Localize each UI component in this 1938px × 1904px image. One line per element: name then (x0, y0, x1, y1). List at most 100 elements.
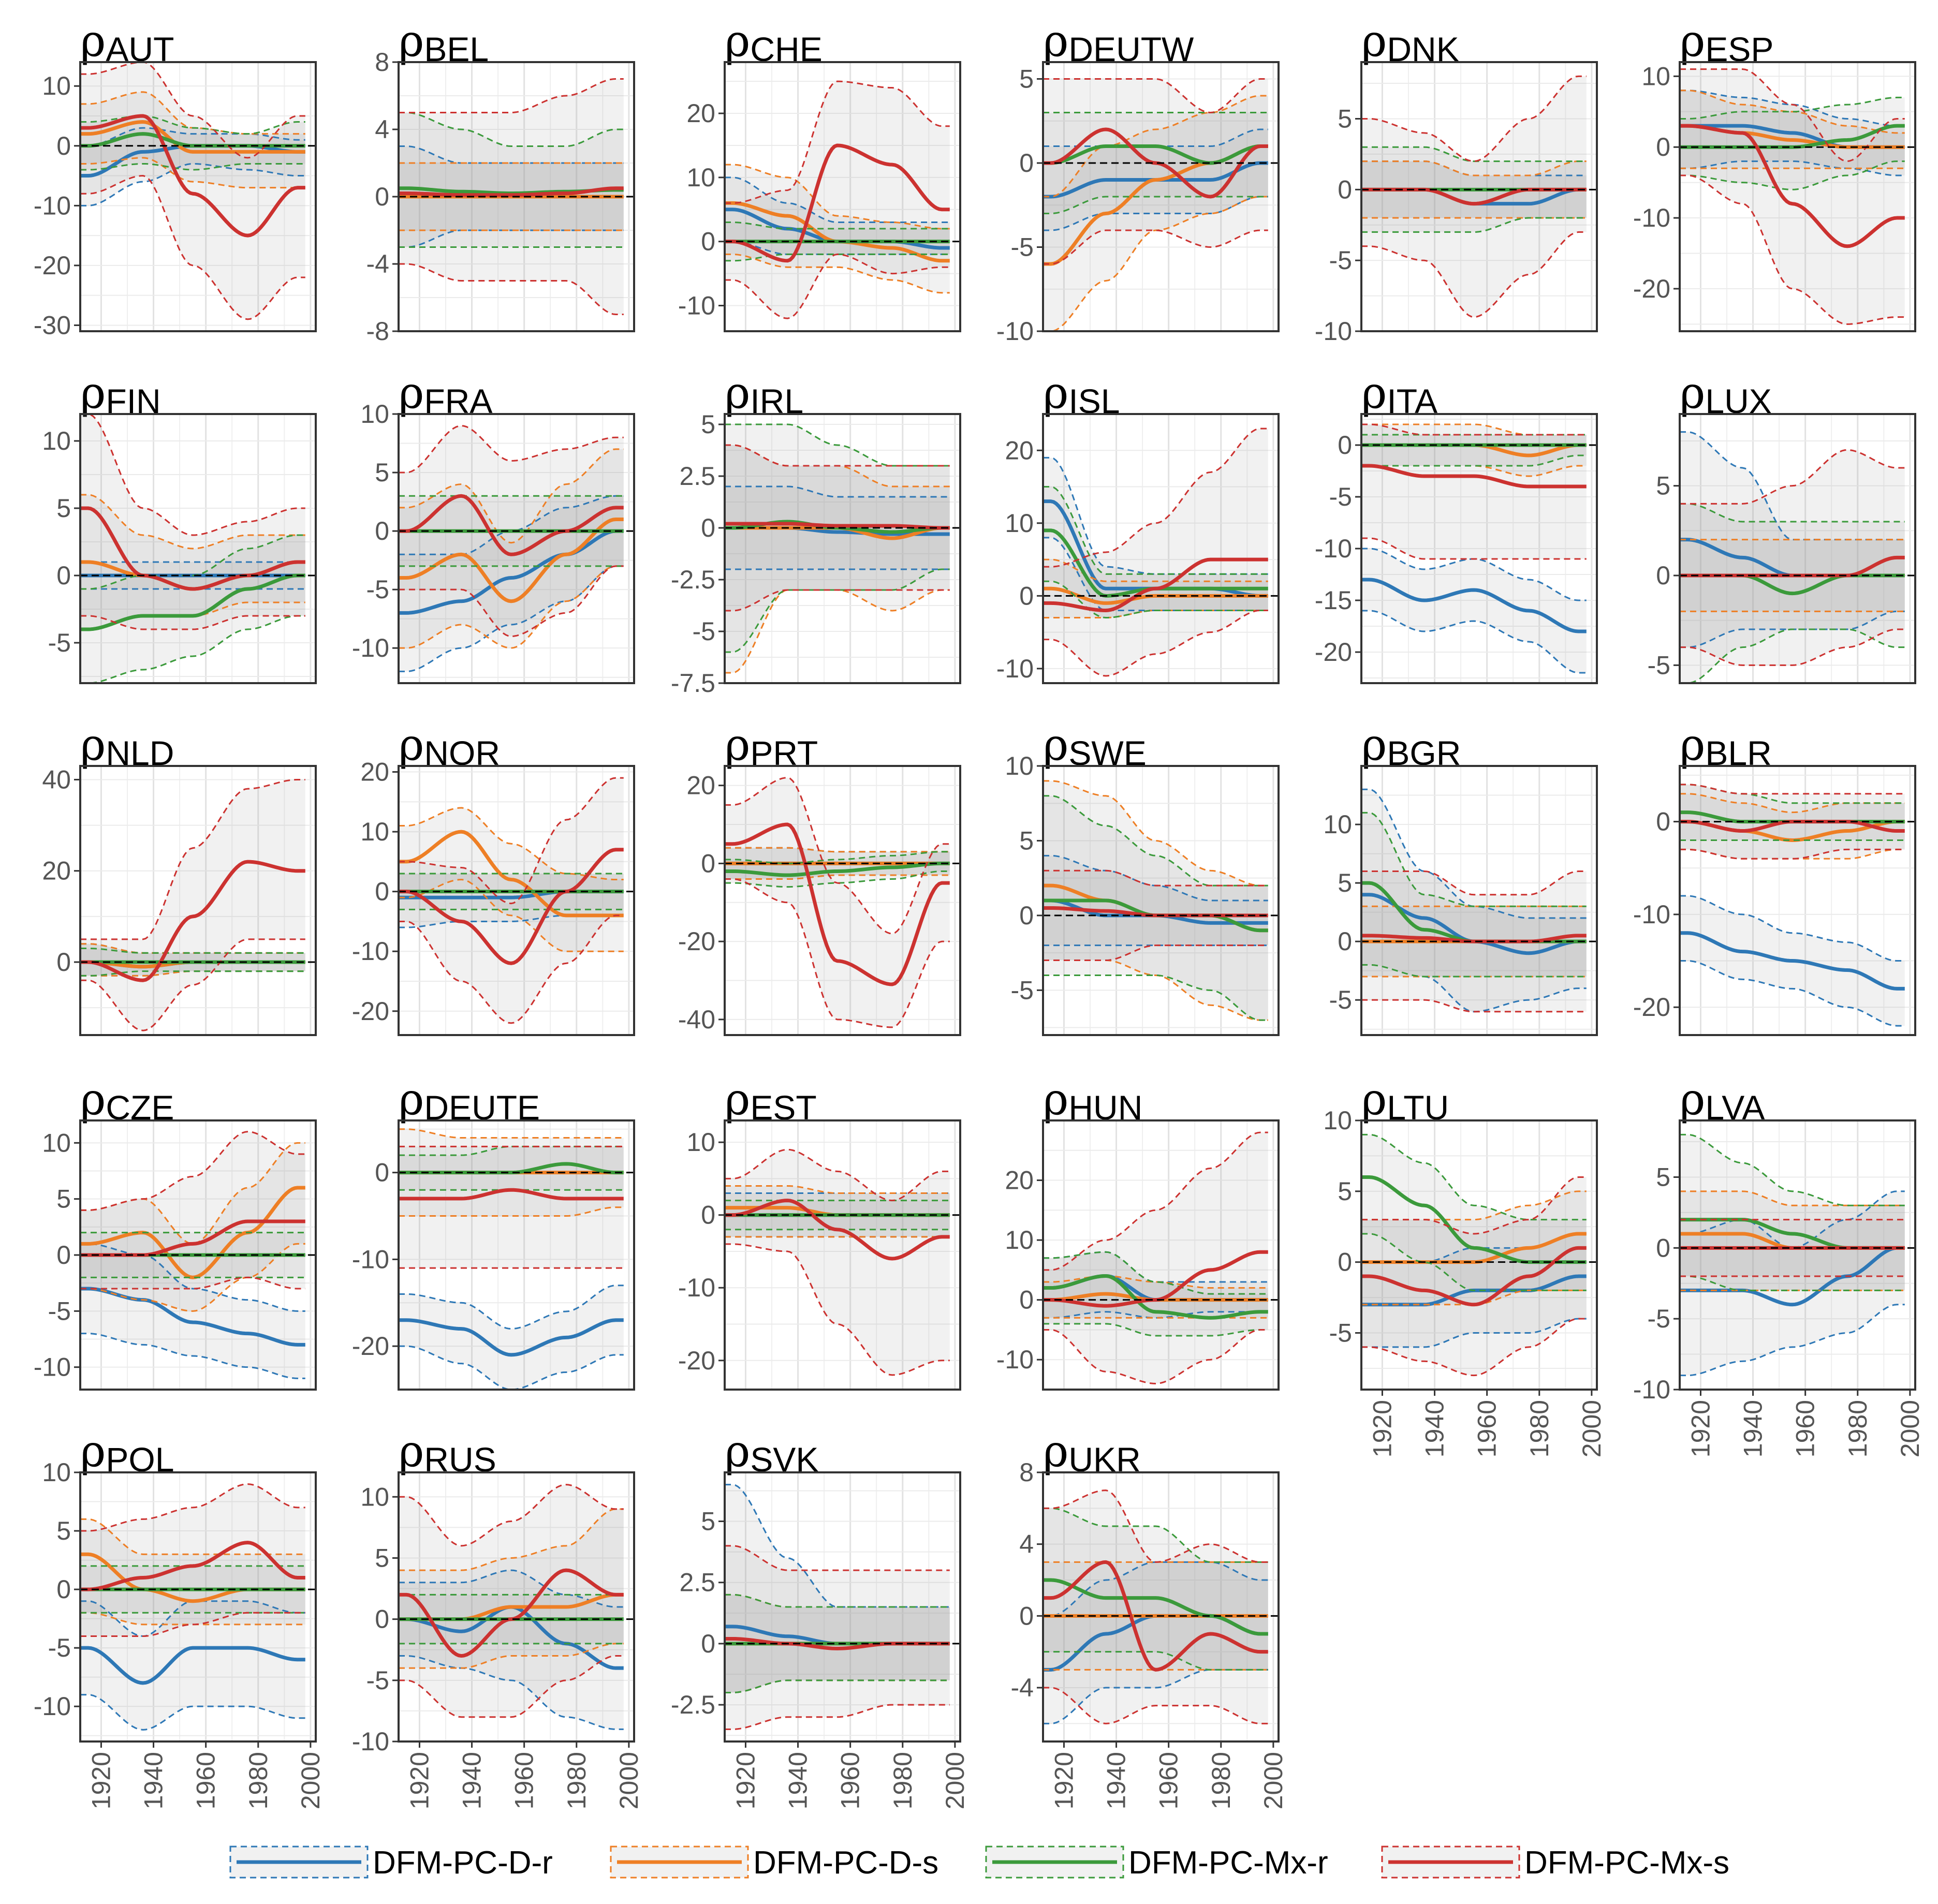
panel-fra: ρFRA 10 5 0 -5 -10 (352, 367, 635, 684)
y-tick-label: -15 (1315, 586, 1352, 615)
median-line-dfm-pc-d-r (399, 529, 624, 615)
y-tick-label: 10 (42, 1128, 71, 1157)
y-tick-label: 5 (375, 458, 389, 487)
median-line-dfm-pc-d-r (1680, 1246, 1905, 1307)
upper-bound-dfm-pc-mx-r (399, 112, 624, 147)
y-tick-label: -2.5 (671, 565, 715, 594)
y-tick-label: 10 (360, 1482, 389, 1511)
panel-esp: ρESP 10 0 -10 -20 (1633, 16, 1916, 332)
gridlines (725, 1472, 960, 1741)
y-tick-label: 10 (686, 163, 715, 192)
median-line-dfm-pc-mx-s (80, 114, 305, 238)
lower-bound-dfm-pc-mx-r (1361, 964, 1587, 978)
x-tick-label: 1980 (244, 1752, 273, 1809)
upper-bound-dfm-pc-mx-s (725, 80, 950, 204)
upper-bound-dfm-pc-mx-r (80, 115, 305, 135)
upper-bound-dfm-pc-d-s (399, 1128, 624, 1139)
y-tick-label: -5 (693, 617, 715, 646)
gridlines (399, 1472, 634, 1742)
lower-bound-dfm-pc-d-s (80, 1243, 305, 1312)
rho-symbol: ρ (399, 367, 424, 418)
upper-bound-dfm-pc-d-s (1680, 1190, 1905, 1206)
legend-item-dfm-pc-mx-s: DFM-PC-Mx-s (1381, 1845, 1729, 1881)
panel-cze: ρCZE 10 5 0 -5 -10 (34, 1074, 317, 1391)
y-tick-label: 10 (1005, 751, 1034, 780)
upper-bound-dfm-pc-d-s (1043, 558, 1268, 582)
upper-bound-dfm-pc-mx-s (1361, 423, 1587, 436)
upper-bound-dfm-pc-mx-r (1361, 1133, 1587, 1221)
y-tick-label: 0 (1338, 431, 1352, 460)
panel-rus: ρRUS 10 5 0 -5 -10 1920 1940 1960 1980 2000 (352, 1426, 643, 1809)
y-tick-label: 4 (1019, 1530, 1034, 1559)
upper-bound-dfm-pc-mx-r (1043, 1507, 1268, 1563)
panel-border (1679, 413, 1916, 684)
upper-bound-dfm-pc-mx-s (1361, 870, 1587, 896)
upper-bound-dfm-pc-mx-r (80, 534, 305, 590)
rho-symbol: ρ (1680, 1074, 1705, 1125)
x-tick-label: 1960 (192, 1752, 221, 1809)
lower-bound-dfm-pc-d-s (1043, 196, 1268, 332)
lower-bound-dfm-pc-mx-r (1361, 454, 1587, 467)
band-dfm-pc-d-r (1043, 1562, 1268, 1724)
upper-bound-dfm-pc-mx-s (399, 1484, 624, 1547)
y-tick-label: 10 (1005, 509, 1034, 538)
y-tick-label: 0 (701, 849, 715, 878)
lower-bound-dfm-pc-d-r (80, 163, 305, 206)
median-line-dfm-pc-mx-s (399, 186, 624, 197)
panel-title: ρLUX (1680, 367, 1772, 420)
panel-irl: ρIRL 5 2.5 0 -2.5 -5 -7.5 (671, 367, 961, 698)
y-tick-label: 2.5 (679, 1568, 715, 1597)
panel-border (79, 765, 317, 1036)
y-tick-label: 0 (1656, 561, 1670, 590)
x-tick-label: 1920 (1049, 1752, 1078, 1809)
upper-bound-dfm-pc-mx-s (80, 778, 305, 940)
median-line-dfm-pc-mx-r (80, 573, 305, 631)
lower-bound-dfm-pc-mx-r (725, 870, 950, 888)
upper-bound-dfm-pc-d-s (725, 847, 950, 853)
median-line-dfm-pc-mx-r (725, 861, 950, 877)
y-tick-label: 0 (375, 1605, 389, 1634)
rho-symbol: ρ (80, 16, 106, 66)
panel-title: ρHUN (1043, 1074, 1142, 1127)
band-dfm-pc-mx-r (725, 851, 950, 887)
y-tick-label: 0 (1019, 1286, 1034, 1315)
upper-bound-dfm-pc-mx-s (1680, 784, 1905, 795)
lower-bound-dfm-pc-mx-s (1043, 1329, 1268, 1384)
upper-bound-dfm-pc-mx-s (725, 1545, 950, 1571)
panels: ρAUT100-10-20-30ρBEL840-4-8ρCHE20100-10ρ… (34, 16, 1925, 1809)
upper-bound-dfm-pc-mx-s (1043, 869, 1268, 887)
x-tick-label: 2000 (296, 1752, 325, 1809)
panel-title: ρSVK (725, 1426, 818, 1479)
lower-bound-dfm-pc-mx-s (1361, 231, 1587, 318)
x-tick-label: 1960 (510, 1752, 539, 1809)
panel-deute: ρDEUTE 0 -10 -20 (352, 1074, 635, 1391)
upper-bound-dfm-pc-d-s (1361, 160, 1587, 176)
lower-bound-dfm-pc-mx-s (1361, 537, 1587, 560)
y-tick-label: 5 (1019, 826, 1034, 855)
upper-bound-dfm-pc-d-s (1680, 90, 1905, 134)
band-dfm-pc-mx-s (1043, 79, 1268, 264)
panel-title: ρCHE (725, 16, 823, 68)
median-line-dfm-pc-mx-s (399, 1568, 624, 1658)
panel-border (1042, 61, 1280, 332)
panel-swe: ρSWE 10 5 0 -5 (1005, 719, 1280, 1036)
lower-bound-dfm-pc-mx-s (399, 914, 624, 1024)
median-line-dfm-pc-mx-s (399, 1188, 624, 1201)
median-line-dfm-pc-mx-s (1361, 1246, 1587, 1307)
band-dfm-pc-mx-s (1043, 1132, 1268, 1384)
band-dfm-pc-mx-r (1361, 1134, 1587, 1291)
y-tick-label: -10 (1315, 534, 1352, 563)
panel-title: ρLTU (1361, 1074, 1449, 1127)
lower-bound-dfm-pc-mx-s (1043, 1687, 1268, 1724)
gridlines (725, 766, 960, 1035)
upper-bound-dfm-pc-d-r (1680, 895, 1905, 962)
rho-symbol: ρ (80, 719, 106, 770)
y-tick-label: 5 (701, 1507, 715, 1536)
band-dfm-pc-mx-r (399, 1146, 624, 1190)
y-tick-label: 20 (1005, 1166, 1034, 1195)
upper-bound-dfm-pc-mx-r (725, 222, 950, 230)
band-dfm-pc-mx-r (1043, 795, 1268, 1021)
lower-bound-dfm-pc-mx-r (1043, 580, 1268, 619)
lower-bound-dfm-pc-mx-r (1680, 628, 1905, 684)
band-dfm-pc-d-s (399, 1509, 624, 1669)
